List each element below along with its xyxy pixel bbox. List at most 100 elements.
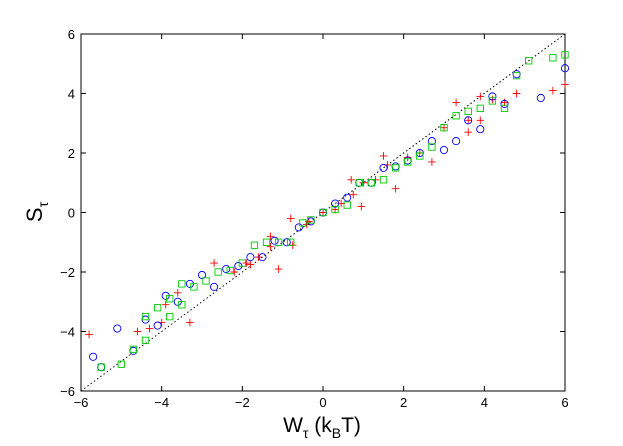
plus-marker — [246, 260, 255, 269]
square-marker — [178, 280, 186, 288]
square-marker — [238, 259, 246, 267]
square-marker — [500, 104, 509, 113]
plus-marker — [464, 128, 472, 136]
square-marker — [141, 312, 150, 321]
plus-marker — [145, 324, 154, 333]
square-marker — [214, 268, 222, 276]
square-marker — [129, 345, 138, 353]
y-axis-title-sub: τ — [35, 201, 51, 207]
plus-marker — [161, 300, 170, 309]
square-marker — [250, 241, 259, 249]
circle-marker — [464, 116, 473, 125]
plus-marker — [452, 98, 460, 107]
x-axis-title-sub: τ — [303, 425, 309, 441]
circle-marker — [282, 238, 291, 247]
square-marker — [391, 164, 400, 172]
circle-marker — [500, 99, 509, 108]
circle-marker — [270, 236, 279, 245]
y-axis-title-main: S — [22, 207, 47, 222]
plus-marker — [210, 259, 218, 267]
circle-marker — [210, 282, 219, 291]
x-tick-label: 0 — [319, 395, 326, 410]
y-tick-label: 4 — [68, 87, 75, 102]
square-marker — [117, 360, 125, 368]
square-marker — [464, 107, 472, 116]
square-marker — [331, 205, 339, 214]
square-marker — [549, 54, 557, 62]
square-marker — [97, 363, 105, 371]
plus-marker — [274, 265, 283, 273]
square-marker — [166, 312, 174, 321]
marks-layer — [85, 51, 570, 372]
x-tick-label: −6 — [74, 395, 89, 410]
plus-marker — [230, 268, 239, 276]
square-marker — [299, 219, 307, 227]
y-tick-label: 6 — [68, 27, 75, 42]
circle-marker — [379, 163, 388, 172]
circle-marker — [294, 223, 303, 232]
x-tick-label: 6 — [561, 395, 568, 410]
ticks-layer: −6 −4 −2 0 2 4 6 −6 −4 −2 0 2 4 6 — [60, 27, 568, 410]
square-marker — [343, 201, 351, 209]
circle-marker — [153, 321, 162, 330]
circle-marker — [246, 253, 255, 262]
plus-marker — [319, 208, 327, 217]
y-tick-label: 0 — [68, 206, 75, 221]
x-axis-title-end: T) — [341, 414, 361, 437]
square-marker — [190, 283, 198, 291]
square-marker — [488, 97, 497, 105]
circle-marker — [560, 64, 570, 73]
y-tick-label: −6 — [60, 384, 75, 399]
plus-marker — [561, 80, 569, 89]
square-marker — [452, 112, 460, 120]
circle-marker — [222, 264, 231, 274]
y-tick-label: −4 — [60, 325, 75, 340]
x-axis-title-sub2: B — [332, 425, 341, 441]
circle-marker — [343, 193, 352, 202]
square-marker — [287, 238, 295, 246]
x-axis-title: Wτ (kBT) — [283, 414, 361, 441]
plus-marker — [347, 175, 356, 184]
plus-marker — [242, 259, 251, 267]
plus-marker — [440, 123, 448, 132]
y-axis-title: Sτ — [22, 201, 51, 222]
circle-marker — [439, 145, 449, 155]
plus-marker — [464, 116, 472, 125]
square-marker — [512, 71, 521, 80]
plus-marker — [349, 190, 358, 199]
square-marker — [476, 104, 484, 113]
square-marker — [379, 176, 388, 184]
plus-marker — [85, 330, 93, 339]
square-marker — [141, 336, 150, 345]
plus-marker — [174, 289, 182, 297]
plus-marker — [186, 318, 194, 327]
circle-marker — [113, 324, 122, 333]
circle-marker — [427, 137, 436, 146]
circle-marker — [536, 93, 545, 103]
plus-marker — [476, 116, 485, 125]
circle-marker — [331, 199, 340, 208]
square-marker — [404, 158, 412, 166]
x-tick-label: −2 — [235, 395, 250, 410]
square-marker — [440, 124, 448, 132]
x-axis-title-rest: (k — [308, 414, 332, 437]
square-marker — [561, 51, 569, 59]
x-tick-label: 2 — [400, 395, 407, 410]
circle-marker — [476, 125, 485, 134]
square-marker — [307, 216, 315, 224]
plus-marker — [379, 152, 388, 160]
x-axis-title-main: W — [283, 414, 303, 437]
circle-marker — [258, 253, 267, 262]
circle-marker — [197, 270, 207, 280]
square-marker — [153, 304, 162, 312]
square-marker — [319, 208, 327, 217]
plus-marker — [549, 86, 557, 95]
plus-marker — [133, 327, 142, 336]
circle-marker — [488, 92, 497, 101]
y-tick-label: −2 — [60, 265, 75, 280]
circle-marker — [89, 352, 98, 361]
square-marker — [262, 238, 271, 246]
plus-marker — [357, 202, 366, 211]
